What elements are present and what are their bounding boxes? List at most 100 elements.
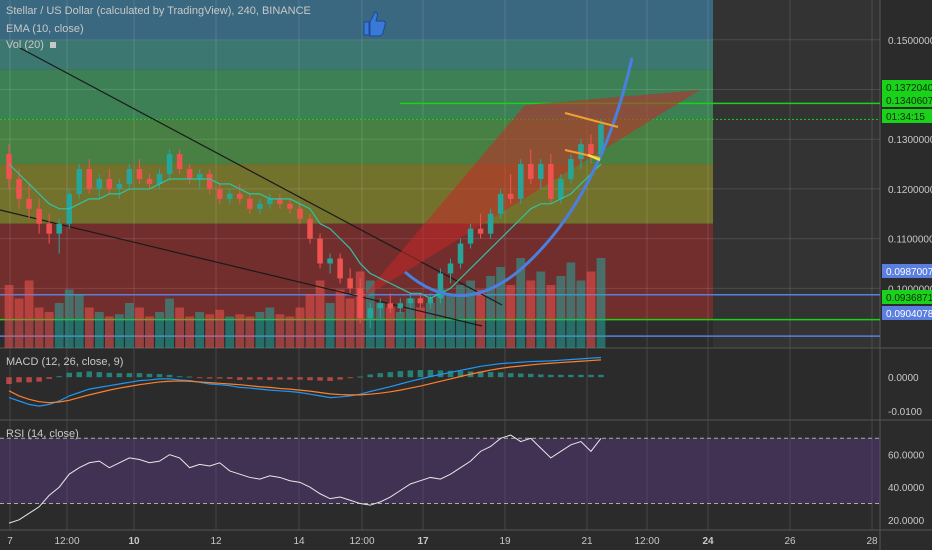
macd-histogram-bar bbox=[527, 373, 534, 378]
time-tick-label: 21 bbox=[581, 536, 593, 547]
macd-histogram-bar bbox=[297, 377, 303, 380]
volume-bar bbox=[94, 312, 104, 348]
volume-bar bbox=[415, 307, 425, 348]
volume-bar bbox=[566, 262, 576, 348]
macd-histogram-bar bbox=[26, 377, 32, 383]
candle-body bbox=[267, 198, 273, 204]
vol-legend-label: Vol (20) bbox=[6, 39, 44, 51]
future-area-shade bbox=[713, 0, 880, 348]
macd-histogram-bar bbox=[267, 377, 273, 380]
volume-bar bbox=[496, 267, 506, 348]
volume-bar bbox=[586, 271, 596, 348]
signal-line bbox=[8, 359, 602, 404]
candle-body bbox=[146, 178, 153, 184]
candle-body bbox=[156, 174, 163, 184]
macd-histogram-bar bbox=[86, 371, 93, 378]
volume-bar bbox=[506, 285, 516, 348]
price-label-text: 0.0936871 bbox=[886, 293, 932, 304]
volume-bar bbox=[436, 289, 445, 348]
orange-mark-upper bbox=[564, 112, 619, 128]
ema-legend[interactable]: EMA (10, close) bbox=[6, 23, 84, 35]
price-label-box bbox=[882, 93, 932, 107]
macd-histogram-bar bbox=[36, 377, 42, 382]
volume-bar bbox=[305, 294, 315, 348]
candle-body bbox=[26, 198, 32, 209]
macd-histogram-bar bbox=[427, 370, 434, 378]
candle-body bbox=[387, 303, 394, 309]
candle-body bbox=[548, 164, 554, 199]
macd-histogram-bar bbox=[407, 370, 414, 378]
macd-histogram-bar bbox=[497, 372, 504, 378]
volume-bar bbox=[114, 314, 124, 348]
vol-legend[interactable]: Vol (20) bbox=[6, 39, 56, 51]
candle-body bbox=[86, 169, 93, 189]
volume-bar bbox=[446, 294, 455, 348]
price-tick-label: 0.1000000 bbox=[888, 284, 932, 295]
macd-histogram-bar bbox=[357, 376, 363, 378]
volume-bar bbox=[576, 280, 586, 348]
candle-body bbox=[16, 178, 22, 199]
macd-histogram-bar bbox=[216, 377, 223, 379]
rsi-legend[interactable]: RSI (14, close) bbox=[6, 428, 79, 440]
candle-body bbox=[407, 298, 414, 304]
price-label-box bbox=[882, 80, 932, 94]
candle-body bbox=[247, 198, 253, 209]
volume-bar bbox=[34, 307, 44, 348]
volume-bar bbox=[265, 307, 275, 348]
macd-histogram-bar bbox=[176, 376, 183, 378]
volume-bar bbox=[345, 298, 355, 348]
volume-bar bbox=[295, 307, 305, 348]
macd-histogram-bar bbox=[598, 374, 604, 378]
candle-body bbox=[226, 193, 233, 199]
volume-bar bbox=[135, 307, 144, 348]
fib-band bbox=[0, 0, 713, 40]
price-tick-label: 0.1300000 bbox=[888, 135, 932, 146]
volume-bar bbox=[556, 276, 566, 348]
macd-histogram-bar bbox=[106, 372, 113, 378]
volume-bar bbox=[476, 289, 485, 348]
macd-histogram-bar bbox=[457, 371, 464, 378]
candle-body bbox=[287, 203, 293, 209]
volume-bar bbox=[315, 280, 325, 348]
macd-histogram-bar bbox=[588, 374, 594, 378]
candle-body bbox=[106, 178, 113, 189]
volume-bar bbox=[4, 285, 14, 348]
candle-body bbox=[237, 193, 243, 199]
macd-tick-label: 0.0000 bbox=[888, 373, 919, 384]
volume-bar bbox=[215, 309, 225, 348]
macd-legend[interactable]: MACD (12, 26, close, 9) bbox=[6, 356, 124, 368]
symbol-title: Stellar / US Dollar (calculated by Tradi… bbox=[6, 5, 311, 17]
macd-histogram-bar bbox=[166, 374, 173, 378]
rsi-tick-label: 40.0000 bbox=[888, 483, 925, 494]
macd-histogram-bar bbox=[447, 370, 454, 378]
downtrend-line bbox=[19, 47, 503, 306]
volume-bar bbox=[546, 285, 556, 348]
candle-body bbox=[186, 169, 193, 179]
candle-body bbox=[487, 213, 494, 234]
macd-histogram-bar bbox=[206, 377, 213, 379]
macd-histogram-bar bbox=[146, 373, 153, 378]
vol-square-icon bbox=[49, 42, 56, 49]
candle-body bbox=[417, 298, 424, 304]
time-tick-label: 28 bbox=[866, 536, 878, 547]
ema-polyline bbox=[8, 163, 602, 299]
macd-pane bbox=[6, 356, 604, 407]
volume-bar bbox=[466, 280, 475, 348]
fib-band bbox=[0, 39, 713, 70]
macd-histogram-bar bbox=[327, 377, 333, 381]
volume-bar bbox=[74, 294, 84, 348]
candle-body bbox=[317, 238, 323, 264]
macd-histogram-bar bbox=[397, 371, 404, 378]
candle-body bbox=[367, 308, 373, 319]
candle-body bbox=[397, 303, 404, 309]
macd-line bbox=[8, 356, 602, 407]
yellow-mark bbox=[587, 153, 601, 162]
candle-body bbox=[467, 228, 474, 244]
macd-histogram-bar bbox=[317, 377, 323, 381]
volume-bar bbox=[536, 271, 546, 348]
candle-body bbox=[166, 154, 173, 174]
volume-bar bbox=[335, 289, 345, 348]
price-labels: 0.1372040 0.1340607 01:34:15 0.0987007 0.093… bbox=[882, 80, 932, 320]
candle-body bbox=[517, 164, 524, 199]
